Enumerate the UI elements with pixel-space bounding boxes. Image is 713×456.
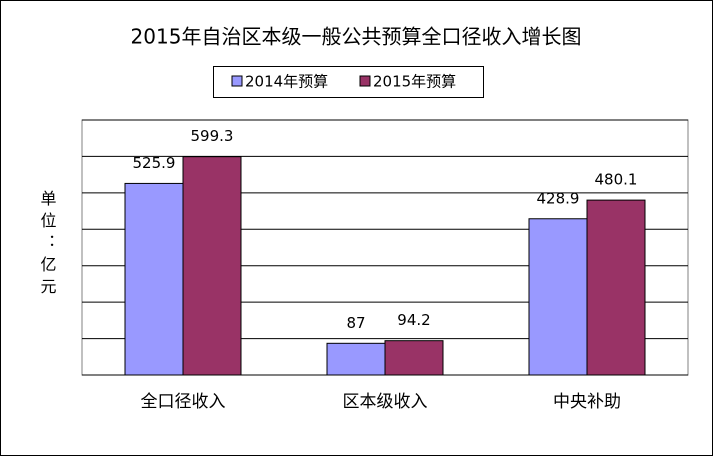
value-label: 525.9 [133,154,176,172]
x-tick-label: 中央补助 [553,392,621,412]
x-tick-label: 全口径收入 [141,392,226,412]
bar [586,199,646,376]
value-label: 599.3 [191,127,234,145]
legend-swatch [359,75,371,87]
value-label: 428.9 [537,189,580,207]
value-label: 87 [346,314,365,332]
legend-swatch [231,75,243,87]
y-axis-label: 单位：亿元 [38,190,57,300]
legend-label: 2015年预算 [373,73,456,91]
bar [182,156,242,376]
value-label: 94.2 [397,311,430,329]
legend-label: 2014年预算 [245,73,328,91]
value-label: 480.1 [595,171,638,189]
bar [326,342,386,376]
legend-box [213,66,484,98]
bar [124,182,184,376]
chart-title: 2015年自治区本级一般公共预算全口径收入增长图 [131,25,582,49]
x-tick-label: 区本级收入 [343,392,428,412]
bar [528,218,588,376]
bar [384,340,444,376]
